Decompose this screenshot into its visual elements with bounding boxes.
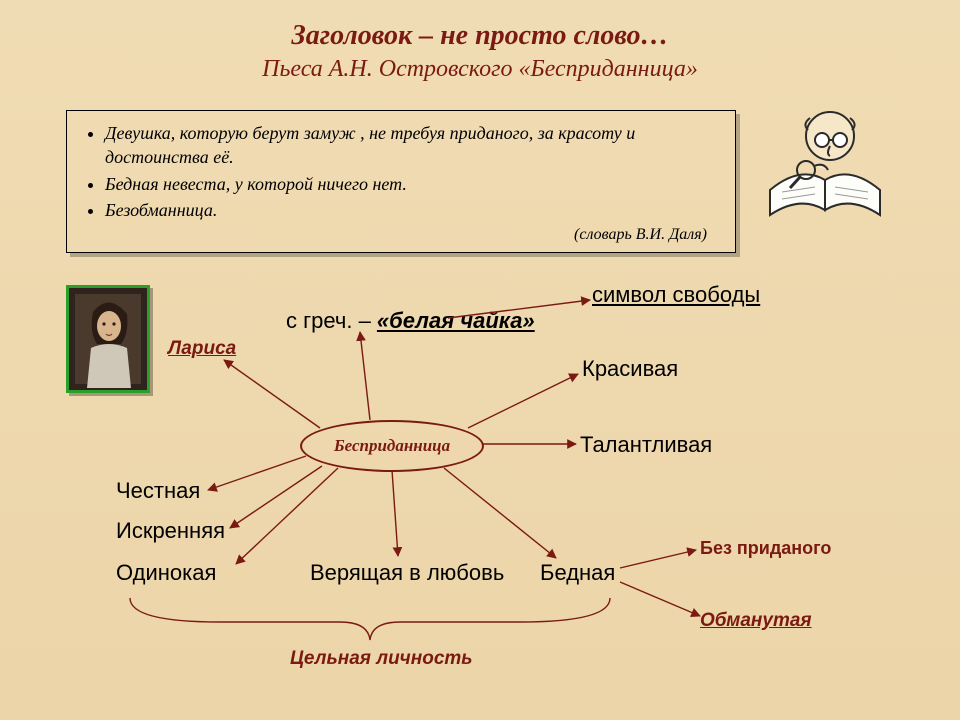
node-poor: Бедная xyxy=(540,560,615,586)
node-nodowry: Без приданого xyxy=(700,538,831,559)
node-larisa: Лариса xyxy=(168,338,236,360)
definition-item: Девушка, которую берут замуж , не требуя… xyxy=(105,121,717,170)
node-talented: Талантливая xyxy=(580,432,712,458)
reader-clipart-icon xyxy=(760,100,890,220)
definition-box: Девушка, которую берут замуж , не требуя… xyxy=(66,110,736,253)
node-sincere: Искренняя xyxy=(116,518,225,544)
title-main: Заголовок – не просто слово… xyxy=(0,20,960,52)
portrait-image xyxy=(66,285,150,393)
definition-citation: (словарь В.И. Даля) xyxy=(85,226,707,244)
node-lonely: Одинокая xyxy=(116,560,216,586)
title-sub: Пьеса А.Н. Островского «Бесприданница» xyxy=(0,56,960,83)
node-greek-bold: «белая чайка» xyxy=(377,308,535,333)
mindmap-center-label: Бесприданница xyxy=(334,436,450,456)
node-beautiful: Красивая xyxy=(582,356,678,382)
definition-list: Девушка, которую берут замуж , не требуя… xyxy=(85,121,717,222)
mindmap-center: Бесприданница xyxy=(300,420,484,472)
definition-item: Безобманница. xyxy=(105,198,717,222)
node-honest: Честная xyxy=(116,478,200,504)
node-deceived: Обманутая xyxy=(700,610,812,632)
node-symbol: символ свободы xyxy=(592,282,760,308)
node-believing: Верящая в любовь xyxy=(310,560,504,586)
slide: Заголовок – не просто слово… Пьеса А.Н. … xyxy=(0,0,960,720)
node-integrity: Цельная личность xyxy=(290,648,473,670)
definition-item: Бедная невеста, у которой ничего нет. xyxy=(105,172,717,196)
node-greek-prefix: с греч. – xyxy=(286,308,377,333)
node-greek: с греч. – «белая чайка» xyxy=(286,308,535,334)
title-block: Заголовок – не просто слово… Пьеса А.Н. … xyxy=(0,20,960,83)
